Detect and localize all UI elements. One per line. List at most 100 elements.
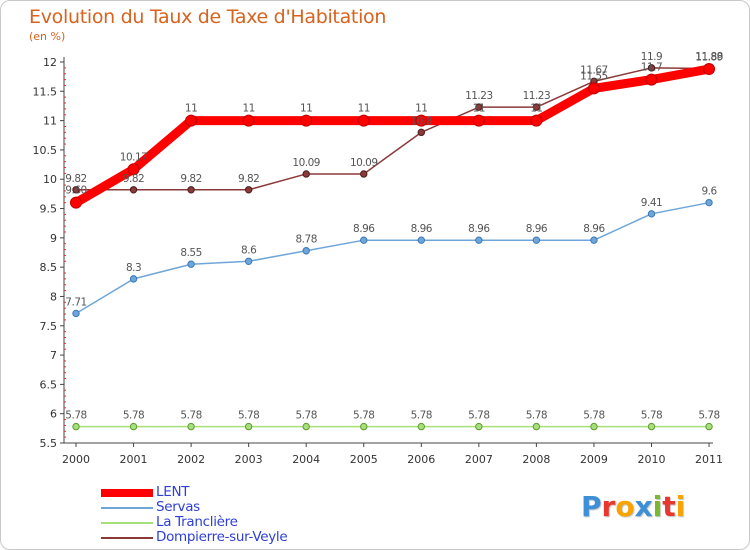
data-point (72, 422, 80, 431)
data-point (302, 170, 310, 178)
data-label: 11.23 (465, 90, 493, 102)
data-label: 8.96 (411, 223, 433, 235)
x-tick-label: 2005 (350, 453, 378, 466)
data-label: 11.88 (695, 51, 723, 63)
data-point (129, 422, 138, 431)
data-point (242, 114, 255, 127)
data-label: 5.78 (296, 410, 317, 422)
proxiti-logo: Proxiti (581, 490, 685, 523)
data-point (532, 422, 541, 431)
data-point (532, 236, 541, 244)
data-label: 5.78 (526, 410, 547, 422)
data-point (300, 114, 313, 127)
data-label: 11 (300, 103, 312, 115)
data-point (244, 422, 253, 431)
logo-letter: i (652, 490, 663, 523)
x-tick-label: 2006 (407, 453, 435, 466)
data-label: 9.82 (238, 173, 259, 185)
x-tick-label: 2004 (292, 453, 320, 466)
data-label: 11.89 (695, 51, 723, 63)
y-tick-label: 10.5 (33, 144, 58, 157)
data-label: 11 (415, 103, 427, 115)
data-label: 5.78 (411, 410, 432, 422)
series-line-dompierre-sur-veyle (75, 67, 710, 191)
data-label: 5.78 (238, 410, 259, 422)
data-label: 9.82 (123, 173, 144, 185)
legend-swatch (101, 522, 153, 524)
y-tick-label: 11 (43, 115, 57, 128)
y-tick-label: 9 (50, 232, 57, 245)
data-point (475, 422, 483, 431)
data-point (532, 103, 541, 111)
data-label: 5.78 (123, 410, 144, 422)
logo-letter: t (662, 490, 676, 523)
data-point (187, 260, 195, 268)
y-tick-label: 7.5 (40, 320, 58, 333)
data-label: 9.60 (65, 185, 86, 197)
y-tick-label: 10 (43, 173, 57, 186)
chart-title: Evolution du Taux de Taxe d'Habitation (29, 6, 387, 28)
data-label: 9.6 (701, 186, 717, 198)
y-tick-label: 11.5 (33, 85, 58, 98)
data-point (647, 422, 656, 431)
data-label: 9.41 (641, 197, 662, 209)
x-tick-label: 2009 (580, 453, 608, 466)
legend-label: La Tranclière (156, 514, 238, 530)
data-label: 9.82 (65, 173, 86, 185)
logo-letter: i (675, 490, 686, 523)
logo-letter: o (615, 490, 635, 523)
data-point (357, 114, 370, 127)
chart-subtitle: (en %) (29, 30, 66, 43)
legend-item: LENT (101, 484, 361, 500)
legend: LENT Servas La Tranclière Dompierre-sur-Vey… (101, 484, 361, 545)
data-label: 8.96 (583, 223, 605, 235)
axes: 5.5 6 6.5 7 7.5 8 8.5 9 9.5 10 10.5 11 11.5 12 2000 200… (33, 56, 724, 466)
data-point (360, 422, 368, 431)
legend-label: Servas (156, 499, 200, 515)
logo-letter: r (601, 490, 616, 523)
legend-swatch (101, 489, 153, 497)
data-label: 11.7 (641, 62, 662, 74)
logo-letter: x (634, 490, 653, 523)
series-line-servas (75, 201, 710, 315)
data-point (703, 63, 716, 76)
legend-swatch (101, 537, 153, 539)
data-label: 5.78 (583, 410, 604, 422)
data-point (70, 196, 82, 209)
data-point (244, 257, 253, 265)
data-label: 5.78 (65, 410, 86, 422)
data-point (475, 103, 483, 111)
data-point (647, 210, 656, 218)
data-point (530, 114, 543, 127)
legend-label: LENT (156, 484, 190, 500)
data-point (417, 422, 425, 431)
x-tick-label: 2011 (695, 453, 723, 466)
y-tick-label: 6 (50, 408, 57, 421)
x-tick-label: 2002 (177, 453, 205, 466)
series-line-lent (71, 64, 714, 208)
data-label: 5.78 (180, 410, 201, 422)
x-tick-label: 2008 (522, 453, 550, 466)
data-label: 11.55 (580, 70, 608, 82)
data-label: 10.8 (411, 115, 432, 127)
data-point (590, 236, 598, 244)
data-label: 10.09 (292, 157, 320, 169)
data-label: 11 (185, 103, 197, 115)
data-label: 11 (358, 103, 370, 115)
data-point (72, 309, 80, 318)
data-label: 5.78 (641, 410, 662, 422)
data-point (417, 236, 425, 244)
data-point (415, 114, 428, 127)
data-label: 11 (242, 103, 254, 115)
data-point (302, 247, 310, 255)
data-point (302, 422, 310, 431)
data-point (127, 163, 140, 176)
data-point (244, 186, 253, 194)
y-tick-label: 8.5 (40, 261, 58, 274)
data-label: 5.78 (468, 410, 489, 422)
data-point (647, 64, 656, 72)
x-tick-label: 2003 (235, 453, 263, 466)
data-point (72, 186, 80, 194)
